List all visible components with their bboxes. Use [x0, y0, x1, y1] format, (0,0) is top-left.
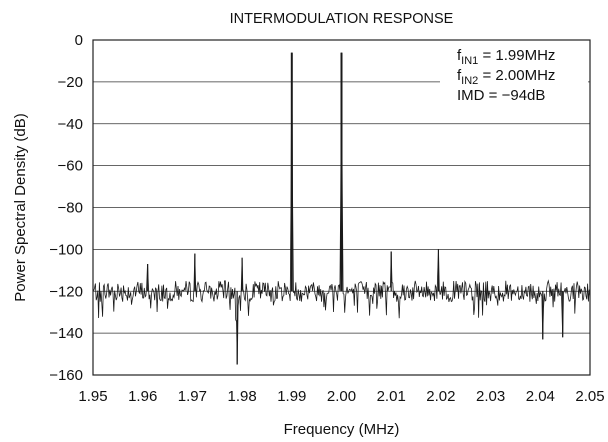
- x-tick-label: 2.03: [476, 388, 505, 405]
- y-tick-label: 0: [75, 32, 83, 49]
- annotation-line: fIN2 = 2.00MHz: [457, 67, 555, 87]
- x-tick-label: 1.99: [277, 388, 306, 405]
- annotation-line: fIN1 = 1.99MHz: [457, 47, 555, 67]
- y-tick-label: −20: [58, 74, 83, 91]
- x-tick-label: 2.02: [426, 388, 455, 405]
- spectrum-trace-group: [92, 52, 591, 365]
- x-tick-label: 1.95: [78, 388, 107, 405]
- x-tick-label: 1.97: [178, 388, 207, 405]
- annotation-main: IMD = −94dB: [457, 87, 545, 104]
- y-tick-label: −40: [58, 116, 83, 133]
- annotation-line: IMD = −94dB: [457, 87, 545, 104]
- y-tick-label: −120: [49, 283, 83, 300]
- x-axis-title: Frequency (MHz): [284, 421, 400, 438]
- annotation-box: [440, 44, 588, 116]
- annotation-value: = 1.99MHz: [478, 47, 555, 64]
- y-tick-label: −140: [49, 325, 83, 342]
- x-tick-label: 2.00: [327, 388, 356, 405]
- annotation-main: f: [457, 47, 462, 64]
- x-tick-label: 2.04: [526, 388, 555, 405]
- y-tick-label: −100: [49, 241, 83, 258]
- chart-title: INTERMODULATION RESPONSE: [230, 11, 454, 27]
- y-axis-ticks: 0 −20 −40 −60 −80 −100 −120 −140 −160: [49, 32, 83, 384]
- annotation-subscript: IN1: [461, 55, 478, 67]
- annotation-subscript: IN2: [461, 75, 478, 87]
- x-tick-label: 1.96: [128, 388, 157, 405]
- x-tick-label: 2.05: [575, 388, 604, 405]
- y-tick-label: −80: [58, 200, 83, 217]
- y-tick-label: −60: [58, 158, 83, 175]
- x-tick-label: 2.01: [377, 388, 406, 405]
- y-tick-label: −160: [49, 367, 83, 384]
- plot-frame: [92, 39, 591, 376]
- annotation-value: = 2.00MHz: [478, 67, 555, 84]
- annotation-main: f: [457, 67, 462, 84]
- x-tick-label: 1.98: [227, 388, 256, 405]
- x-axis-ticks: 1.95 1.96 1.97 1.98 1.99 2.00 2.01 2.02 2.03 2.04…: [78, 388, 604, 405]
- y-axis-title: Power Spectral Density (dB): [12, 113, 29, 301]
